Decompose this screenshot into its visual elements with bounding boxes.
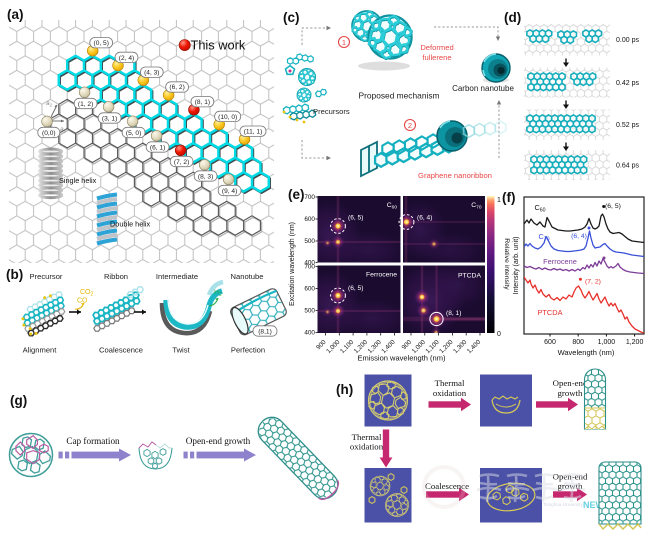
svg-text:0: 0: [497, 331, 501, 338]
svg-text:(a): (a): [7, 7, 24, 22]
svg-text:(8, 3): (8, 3): [198, 173, 213, 180]
svg-text:oxidation: oxidation: [350, 442, 384, 452]
svg-text:Ferrocene: Ferrocene: [543, 257, 577, 266]
svg-text:Alignment: Alignment: [23, 346, 58, 355]
svg-text:Open-end: Open-end: [553, 378, 588, 388]
svg-text:2: 2: [408, 121, 412, 130]
svg-text:H2: H2: [214, 290, 222, 299]
svg-text:500: 500: [304, 238, 315, 245]
svg-text:Coalescence: Coalescence: [425, 481, 469, 491]
svg-text:Intermediate: Intermediate: [156, 272, 198, 281]
svg-text:(e): (e): [288, 187, 305, 202]
svg-text:500: 500: [304, 308, 315, 315]
svg-text:C70: C70: [538, 232, 549, 242]
svg-text:(4, 3): (4, 3): [144, 70, 159, 77]
svg-text:PTCDA: PTCDA: [537, 308, 562, 317]
svg-text:Wavelength (nm): Wavelength (nm): [558, 348, 615, 357]
svg-text:Ribbon: Ribbon: [104, 272, 128, 281]
svg-text:Proposed mechanism: Proposed mechanism: [359, 91, 440, 101]
svg-text:600: 600: [544, 339, 556, 346]
svg-text:(8, 1): (8, 1): [446, 310, 461, 317]
svg-text:PTCDA: PTCDA: [458, 273, 482, 280]
svg-text:(c): (c): [283, 10, 300, 25]
svg-text:Intensity (arb. unit): Intensity (arb. unit): [513, 237, 520, 295]
svg-text:Coalescence: Coalescence: [99, 346, 143, 355]
svg-text:800: 800: [572, 339, 584, 346]
svg-text:1,200: 1,200: [626, 339, 644, 346]
svg-text:(5, 0): (5, 0): [126, 130, 141, 137]
svg-text:a1: a1: [60, 126, 67, 134]
svg-text:700: 700: [304, 264, 315, 271]
svg-text:(7, 2): (7, 2): [174, 159, 189, 166]
svg-text:(3, 1): (3, 1): [102, 115, 117, 122]
svg-text:Relative intensity: Relative intensity: [503, 238, 510, 290]
svg-text:(d): (d): [504, 10, 521, 25]
svg-text:0.42 ps: 0.42 ps: [616, 80, 639, 87]
svg-text:(g): (g): [10, 393, 27, 408]
svg-text:(8, 1): (8, 1): [195, 99, 210, 106]
svg-text:(6, 5): (6, 5): [605, 203, 621, 210]
svg-text:This work: This work: [191, 38, 246, 53]
svg-text:Ferrocene: Ferrocene: [366, 272, 397, 279]
svg-text:(6, 5): (6, 5): [348, 285, 363, 292]
svg-text:Excitation wavelength (nm): Excitation wavelength (nm): [289, 222, 296, 306]
svg-text:(11, 1): (11, 1): [244, 129, 263, 136]
svg-text:1: 1: [497, 197, 501, 204]
svg-text:a2: a2: [46, 100, 53, 108]
svg-text:600: 600: [304, 286, 315, 293]
svg-text:Graphene nanoribbon: Graphene nanoribbon: [418, 171, 492, 180]
svg-text:0.52 ps: 0.52 ps: [616, 122, 639, 129]
svg-text:Open-end growth: Open-end growth: [186, 436, 251, 446]
svg-text:Twist: Twist: [172, 346, 190, 355]
svg-text:0.64 ps: 0.64 ps: [616, 163, 639, 170]
svg-text:(0,0): (0,0): [42, 130, 56, 137]
svg-text:Precursors: Precursors: [313, 107, 350, 116]
svg-text:Thermal: Thermal: [352, 432, 382, 442]
svg-text:Precursor: Precursor: [30, 272, 63, 281]
svg-text:Tsinghua University: Tsinghua University: [543, 502, 584, 507]
svg-text:CO2: CO2: [80, 289, 94, 298]
svg-text:400: 400: [304, 330, 315, 337]
svg-text:0.00 ps: 0.00 ps: [616, 37, 639, 44]
svg-text:(6, 4): (6, 4): [417, 215, 432, 222]
svg-text:400: 400: [304, 260, 315, 267]
svg-text:600: 600: [304, 216, 315, 223]
svg-text:(8,1): (8,1): [258, 328, 272, 335]
svg-text:Perfection: Perfection: [231, 346, 265, 355]
svg-text:Double helix: Double helix: [110, 220, 151, 229]
svg-text:Thermal: Thermal: [435, 378, 465, 388]
svg-text:1: 1: [342, 38, 346, 47]
svg-text:Emission wavelength (nm): Emission wavelength (nm): [358, 354, 446, 363]
svg-text:(1, 2): (1, 2): [78, 101, 93, 108]
svg-text:C60: C60: [387, 202, 398, 210]
svg-text:(0, 5): (0, 5): [94, 40, 109, 47]
svg-text:(9, 4): (9, 4): [222, 188, 237, 195]
svg-text:Single helix: Single helix: [59, 176, 97, 185]
svg-text:C70: C70: [471, 202, 482, 210]
svg-text:CO: CO: [77, 298, 88, 305]
svg-text:Carbon nanotube: Carbon nanotube: [452, 84, 514, 93]
svg-text:Cap formation: Cap formation: [66, 436, 120, 446]
svg-text:(6, 4): (6, 4): [571, 233, 587, 240]
svg-text:(6, 2): (6, 2): [169, 84, 184, 91]
svg-text:(6, 1): (6, 1): [150, 144, 165, 151]
svg-text:(2, 4): (2, 4): [119, 55, 134, 62]
svg-text:NEW: NEW: [583, 500, 605, 510]
svg-text:(6, 5): (6, 5): [348, 215, 363, 222]
svg-text:1,000: 1,000: [598, 339, 616, 346]
svg-text:Deformed: Deformed: [420, 43, 453, 52]
svg-text:Open-end: Open-end: [553, 472, 588, 482]
svg-text:growth: growth: [558, 388, 584, 398]
svg-text:C60: C60: [534, 203, 545, 213]
svg-text:(7, 2): (7, 2): [585, 279, 601, 286]
svg-text:oxidation: oxidation: [433, 388, 467, 398]
svg-text:(b): (b): [6, 267, 23, 282]
svg-text:(f): (f): [502, 190, 516, 205]
svg-text:Nanotube: Nanotube: [231, 272, 264, 281]
svg-text:fullerene: fullerene: [422, 53, 451, 62]
svg-text:700: 700: [304, 194, 315, 201]
svg-text:growth: growth: [558, 481, 584, 491]
svg-text:(h): (h): [336, 382, 353, 397]
svg-text:(10, 0): (10, 0): [218, 114, 237, 121]
